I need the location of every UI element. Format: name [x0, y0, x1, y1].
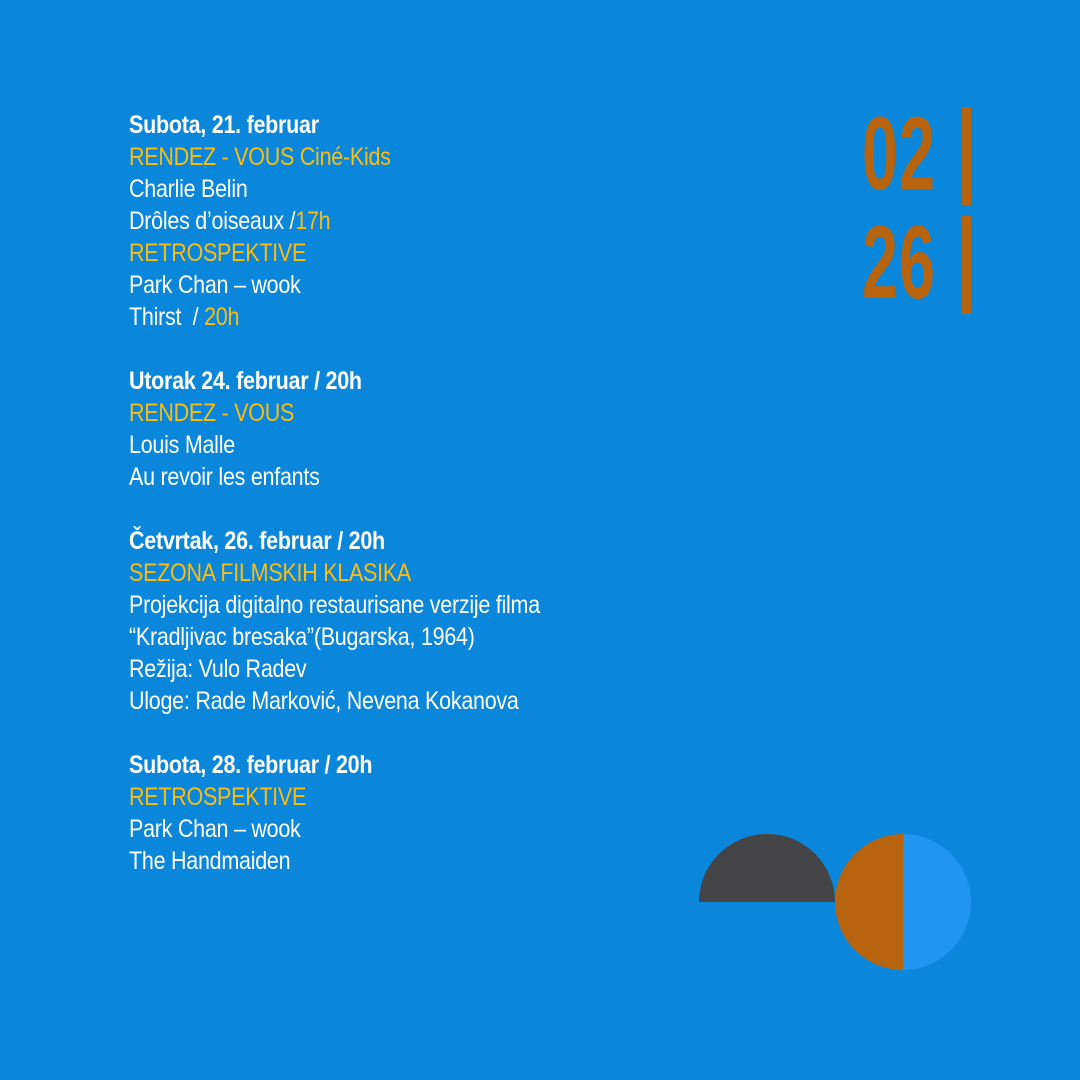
event-date: Četvrtak, 26. februar / 20h: [129, 527, 385, 555]
program-title: RENDEZ - VOUS Ciné-Kids: [129, 143, 391, 171]
blue-half-circle-decoration: [903, 834, 971, 970]
director: Park Chan – wook: [129, 815, 301, 843]
film-title: Au revoir les enfants: [129, 463, 320, 491]
description-line: Projekcija digitalno restaurisane verzij…: [129, 591, 540, 619]
program-title: RETROSPEKTIVE: [129, 783, 307, 811]
event-date: Subota, 28. februar / 20h: [129, 751, 373, 779]
film-title: The Handmaiden: [129, 847, 291, 875]
dark-semicircle-decoration: [699, 834, 835, 902]
director: Park Chan – wook: [129, 271, 301, 299]
day-number: 26: [862, 205, 937, 321]
showtime: 20h: [204, 303, 240, 331]
event-date: Utorak 24. februar / 20h: [129, 367, 362, 395]
director: Louis Malle: [129, 431, 235, 459]
event-date: Subota, 21. februar: [129, 111, 319, 139]
divider-bar: [962, 216, 971, 314]
film-title: Drôles d’oiseaux /: [129, 207, 296, 235]
divider-bar: [962, 107, 971, 205]
program-title: RETROSPEKTIVE: [129, 239, 307, 267]
description-line: Režija: Vulo Radev: [129, 655, 307, 683]
film-line: Drôles d’oiseaux /17h: [129, 205, 540, 237]
month-number: 02: [862, 96, 937, 212]
orange-half-circle-decoration: [835, 834, 903, 970]
program-title: SEZONA FILMSKIH KLASIKA: [129, 559, 412, 587]
program-title: RENDEZ - VOUS: [129, 399, 295, 427]
showtime: 17h: [295, 207, 331, 235]
program-schedule: Subota, 21. februar RENDEZ - VOUS Ciné-K…: [129, 109, 540, 877]
description-line: Uloge: Rade Marković, Nevena Kokanova: [129, 687, 519, 715]
film-title: Thirst /: [129, 303, 205, 331]
film-line: Thirst / 20h: [129, 301, 540, 333]
description-line: “Kradljivac bresaka”(Bugarska, 1964): [129, 623, 475, 651]
director: Charlie Belin: [129, 175, 248, 203]
